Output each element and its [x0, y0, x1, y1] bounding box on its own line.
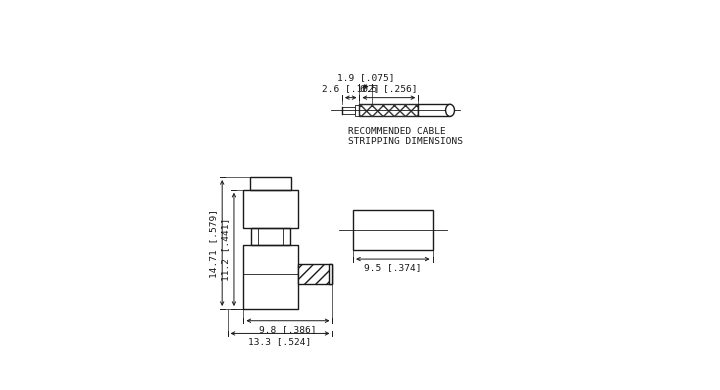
Bar	[243, 190, 297, 228]
Bar	[418, 104, 450, 116]
Text: 1.9 [.075]: 1.9 [.075]	[337, 73, 395, 82]
Text: STRIPPING DIMENSIONS: STRIPPING DIMENSIONS	[348, 137, 464, 146]
Text: 2.6 [.102]: 2.6 [.102]	[322, 85, 379, 94]
Bar	[329, 264, 333, 284]
Text: 9.5 [.374]: 9.5 [.374]	[364, 263, 422, 272]
Text: 9.8 [.386]: 9.8 [.386]	[259, 325, 317, 334]
Text: 6.5 [.256]: 6.5 [.256]	[360, 85, 418, 94]
Bar	[342, 106, 355, 114]
Bar	[359, 104, 418, 116]
Bar	[251, 228, 289, 245]
Text: 11.2 [.441]: 11.2 [.441]	[221, 218, 230, 281]
Text: 14.71 [.579]: 14.71 [.579]	[210, 209, 218, 278]
Bar	[353, 211, 433, 250]
Ellipse shape	[446, 104, 454, 116]
Bar	[359, 104, 418, 116]
Text: 13.3 [.524]: 13.3 [.524]	[248, 338, 312, 347]
Text: RECOMMENDED CABLE: RECOMMENDED CABLE	[348, 127, 446, 136]
Bar	[243, 245, 297, 309]
Bar	[258, 228, 283, 245]
Bar	[297, 264, 329, 284]
Bar	[355, 105, 359, 116]
Bar	[297, 264, 333, 284]
Bar	[250, 177, 291, 190]
